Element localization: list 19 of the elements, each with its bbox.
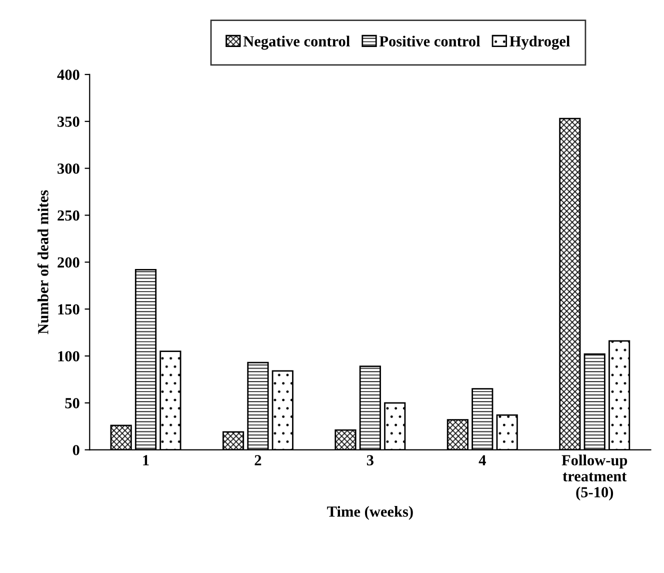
y-axis-title: Number of dead mites xyxy=(37,190,48,334)
legend-label: Positive control xyxy=(379,36,480,46)
y-tick-label: 50 xyxy=(65,398,80,408)
x-tick-label: 4 xyxy=(478,455,486,466)
y-tick-label: 100 xyxy=(58,351,80,362)
y-tick-label: 400 xyxy=(57,70,80,80)
y-tick-label: 200 xyxy=(58,257,80,268)
y-tick-label: 250 xyxy=(58,210,80,221)
x-axis-title: Time (weeks) xyxy=(327,506,413,520)
y-tick-label: 150 xyxy=(58,304,80,315)
legend-label: Hydrogel xyxy=(510,36,570,50)
y-tick-label: 350 xyxy=(58,116,80,127)
x-tick-label: 3 xyxy=(366,455,374,466)
y-tick-label: 300 xyxy=(58,163,80,174)
x-tick-label: 1 xyxy=(143,455,149,466)
x-tick-label: Follow-up treatment (5-10) xyxy=(562,454,628,500)
x-tick-label: 2 xyxy=(254,455,262,466)
legend-label: Negative control xyxy=(243,36,350,50)
y-tick-label: 0 xyxy=(72,444,80,456)
